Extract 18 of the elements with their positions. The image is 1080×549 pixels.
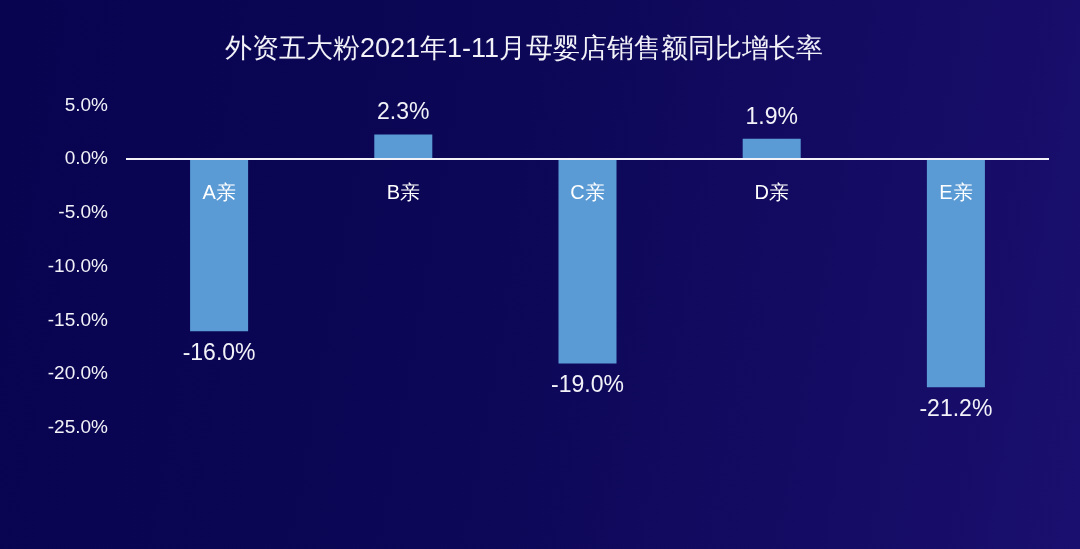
y-tick-label: 0.0% bbox=[64, 147, 109, 169]
y-tick-label: -25.0% bbox=[47, 416, 109, 438]
x-tick-label: A亲 bbox=[202, 180, 236, 203]
data-label: -19.0% bbox=[551, 371, 624, 398]
y-tick-label: -20.0% bbox=[47, 362, 109, 384]
x-tick-label: C亲 bbox=[570, 180, 605, 203]
chart-title: 外资五大粉2021年1-11月母婴店销售额同比增长率 bbox=[224, 32, 824, 63]
data-label: 2.3% bbox=[377, 98, 430, 125]
y-tick-label: -5.0% bbox=[58, 201, 109, 223]
y-tick-label: -10.0% bbox=[47, 254, 109, 276]
data-label: 1.9% bbox=[745, 102, 798, 129]
x-tick-label: B亲 bbox=[386, 180, 420, 203]
data-label: -21.2% bbox=[919, 394, 993, 421]
x-tick-label: D亲 bbox=[754, 180, 789, 203]
y-tick-label: -15.0% bbox=[47, 308, 109, 330]
data-label: -16.0% bbox=[182, 339, 256, 366]
x-tick-label: E亲 bbox=[939, 180, 973, 203]
y-tick-label: 5.0% bbox=[64, 93, 109, 115]
